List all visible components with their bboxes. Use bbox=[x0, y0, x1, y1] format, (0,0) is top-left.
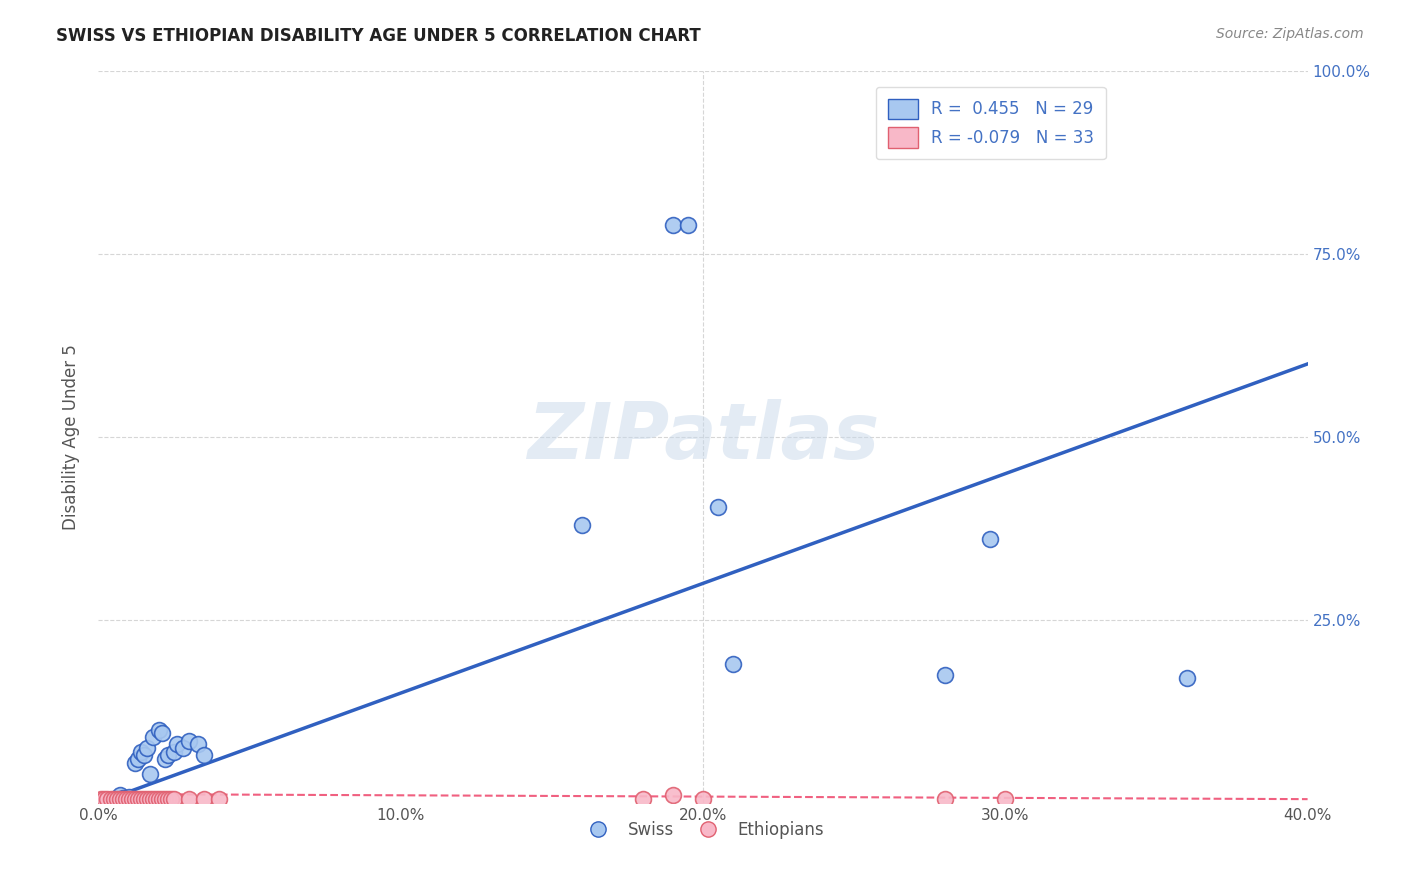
Point bbox=[103, 792, 125, 806]
Point bbox=[179, 733, 201, 747]
Point bbox=[150, 726, 173, 740]
Point bbox=[118, 792, 141, 806]
Point bbox=[108, 792, 131, 806]
Point bbox=[179, 792, 201, 806]
Point bbox=[723, 657, 745, 671]
Point bbox=[148, 792, 170, 806]
Point bbox=[132, 748, 155, 763]
Point bbox=[139, 792, 162, 806]
Point bbox=[129, 745, 152, 759]
Point bbox=[631, 792, 654, 806]
Point bbox=[661, 218, 683, 232]
Point bbox=[148, 723, 170, 737]
Text: SWISS VS ETHIOPIAN DISABILITY AGE UNDER 5 CORRELATION CHART: SWISS VS ETHIOPIAN DISABILITY AGE UNDER … bbox=[56, 27, 702, 45]
Point bbox=[934, 667, 956, 681]
Text: Source: ZipAtlas.com: Source: ZipAtlas.com bbox=[1216, 27, 1364, 41]
Point bbox=[153, 792, 176, 806]
Point bbox=[139, 766, 162, 780]
Point bbox=[193, 748, 215, 763]
Point bbox=[707, 500, 730, 514]
Point bbox=[172, 740, 194, 755]
Point bbox=[135, 740, 157, 755]
Point bbox=[142, 730, 165, 744]
Point bbox=[150, 792, 173, 806]
Point bbox=[163, 792, 186, 806]
Point bbox=[156, 792, 179, 806]
Point bbox=[111, 792, 134, 806]
Point bbox=[163, 745, 186, 759]
Point bbox=[93, 792, 115, 806]
Point bbox=[111, 790, 134, 805]
Point bbox=[127, 792, 149, 806]
Legend: Swiss, Ethiopians: Swiss, Ethiopians bbox=[575, 814, 831, 846]
Point bbox=[105, 792, 128, 806]
Point bbox=[676, 218, 699, 232]
Point bbox=[166, 737, 188, 751]
Point bbox=[1175, 672, 1198, 686]
Point bbox=[132, 792, 155, 806]
Point bbox=[692, 792, 714, 806]
Point bbox=[160, 792, 183, 806]
Point bbox=[90, 792, 112, 806]
Point bbox=[571, 517, 593, 532]
Point bbox=[118, 789, 141, 804]
Point bbox=[153, 752, 176, 766]
Point bbox=[103, 792, 125, 806]
Point bbox=[129, 792, 152, 806]
Point bbox=[124, 756, 146, 770]
Point bbox=[145, 792, 167, 806]
Y-axis label: Disability Age Under 5: Disability Age Under 5 bbox=[62, 344, 80, 530]
Point bbox=[934, 792, 956, 806]
Point bbox=[142, 792, 165, 806]
Point bbox=[994, 792, 1017, 806]
Point bbox=[135, 792, 157, 806]
Text: ZIPatlas: ZIPatlas bbox=[527, 399, 879, 475]
Point bbox=[121, 792, 143, 806]
Point bbox=[208, 792, 231, 806]
Point bbox=[193, 792, 215, 806]
Point bbox=[127, 752, 149, 766]
Point bbox=[108, 789, 131, 803]
Point bbox=[156, 748, 179, 763]
Point bbox=[100, 792, 122, 806]
Point bbox=[124, 792, 146, 806]
Point bbox=[114, 792, 136, 806]
Point bbox=[661, 789, 683, 803]
Point bbox=[187, 737, 209, 751]
Point bbox=[96, 792, 118, 806]
Point bbox=[979, 533, 1001, 547]
